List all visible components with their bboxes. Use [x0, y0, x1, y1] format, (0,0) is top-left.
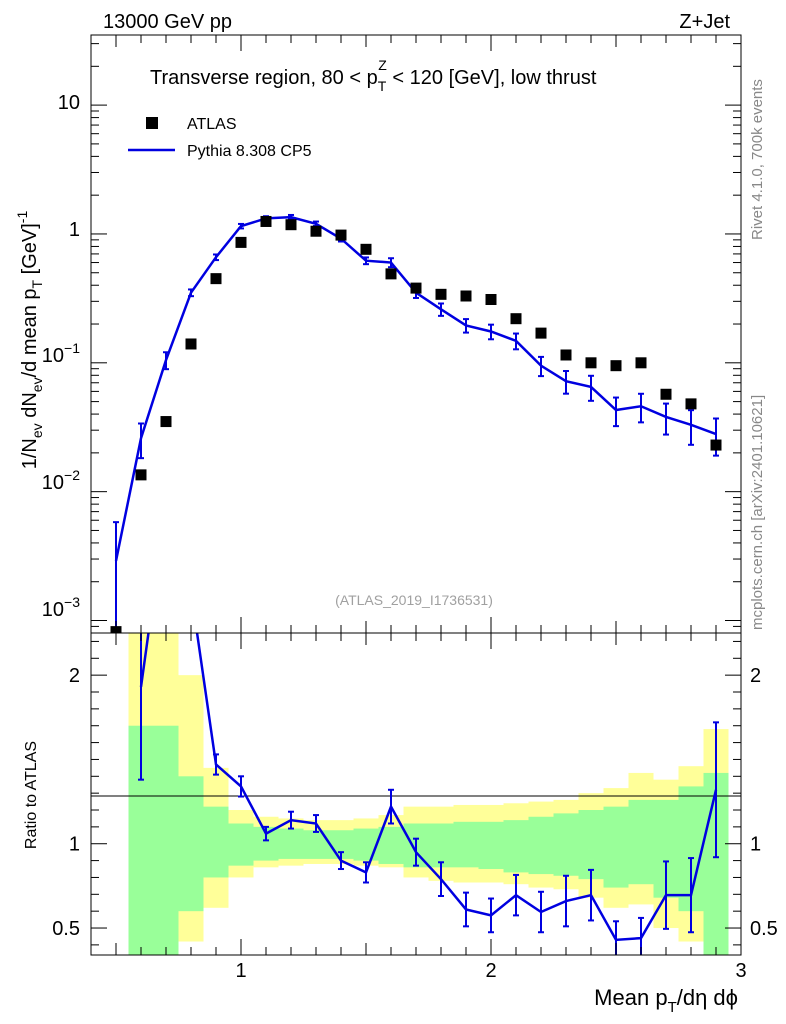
atlas-data-point	[210, 273, 222, 285]
green-band-bin	[153, 725, 179, 955]
atlas-data-point	[610, 360, 622, 372]
main-y-tick-labels: 10 1 10−1 10−2 10−3	[42, 92, 80, 621]
ratio-y-tick-label-right: 2	[750, 665, 761, 687]
plot-title: Transverse region, 80 < pTZ < 120 [GeV],…	[150, 57, 597, 94]
atlas-data-point	[510, 313, 522, 325]
green-band-bin	[178, 776, 204, 912]
atlas-data-point	[260, 215, 272, 227]
ytick-label-1e-2: 10−2	[42, 467, 80, 494]
ytick-label-10: 10	[58, 92, 80, 114]
legend-atlas-label: ATLAS	[187, 116, 237, 133]
ratio-uncertainty-bands	[128, 633, 729, 955]
atlas-data-point	[185, 338, 197, 350]
ratio-y-tick-label-right: 0.5	[750, 918, 778, 940]
analysis-watermark: (ATLAS_2019_I1736531)	[335, 592, 493, 608]
ratio-y-tick-labels: 0.5 0.5 1 1 2 2	[52, 665, 778, 940]
green-band-bin	[528, 816, 554, 875]
atlas-data-point	[160, 416, 172, 428]
atlas-data-point	[485, 293, 497, 305]
green-band-bin	[428, 823, 454, 868]
ytick-label-1e-3: 10−3	[42, 594, 80, 621]
main-plot-marks	[110, 213, 722, 633]
ratio-y-tick-label-left: 1	[69, 834, 80, 856]
green-band-bin	[578, 810, 604, 880]
atlas-data-point	[135, 469, 147, 481]
ratio-plot-marks	[138, 633, 719, 955]
green-band-bin	[278, 828, 304, 859]
ratio-y-axis-label: Ratio to ATLAS	[23, 741, 40, 849]
atlas-data-point	[685, 398, 697, 410]
atlas-data-point	[560, 349, 572, 361]
legend: ATLAS Pythia 8.308 CP5	[128, 116, 312, 160]
atlas-data-point	[385, 268, 397, 280]
green-band-bin	[378, 826, 404, 864]
ytick-label-1: 1	[69, 219, 80, 241]
green-band-bin	[353, 828, 379, 861]
x-tick-label: 3	[735, 960, 746, 982]
green-band-bin	[628, 799, 654, 885]
x-tick-labels: 1 2 3	[235, 960, 746, 982]
process-label: Z+Jet	[679, 11, 730, 33]
x-tick-label: 1	[235, 960, 246, 982]
green-band-bin	[503, 820, 529, 873]
atlas-data-point	[360, 243, 372, 255]
pythia-line	[114, 215, 717, 562]
legend-atlas-marker	[146, 117, 158, 129]
ratio-line	[139, 633, 718, 942]
x-tick-label: 2	[485, 960, 496, 982]
mcplots-label: mcplots.cern.ch [arXiv:2401.10621]	[749, 395, 766, 630]
atlas-data-point	[710, 439, 722, 451]
atlas-data-point	[310, 225, 322, 237]
atlas-data-point	[535, 327, 547, 339]
atlas-data-point	[660, 388, 672, 400]
main-y-axis-label: 1/Nev dNev/d mean pT [GeV]-1	[14, 211, 45, 470]
green-band-bin	[603, 806, 629, 888]
ytick-label-1e-1: 10−1	[42, 340, 80, 367]
green-band-bin	[228, 823, 254, 866]
atlas-data-point	[460, 290, 472, 302]
legend-pythia-label: Pythia 8.308 CP5	[187, 143, 312, 160]
energy-label: 13000 GeV pp	[103, 11, 232, 33]
axis-ticks	[90, 35, 742, 955]
ratio-y-tick-label-left: 0.5	[52, 918, 80, 940]
atlas-data-point	[235, 236, 247, 248]
green-band-bin	[203, 806, 229, 878]
atlas-data-point	[435, 288, 447, 300]
atlas-data-point	[335, 229, 347, 241]
atlas-data-point	[585, 357, 597, 369]
atlas-data-point	[410, 282, 422, 294]
ratio-y-tick-label-left: 2	[69, 665, 80, 687]
atlas-data-point	[635, 357, 647, 369]
ratio-y-tick-label-right: 1	[750, 834, 761, 856]
atlas-data-point	[285, 219, 297, 231]
green-band-bin	[478, 821, 504, 870]
green-band-bin	[453, 821, 479, 868]
green-band-bin	[553, 813, 579, 876]
rivet-label: Rivet 4.1.0, 700k events	[749, 79, 766, 240]
x-axis-label: Mean pT/dη dϕ	[594, 985, 738, 1016]
